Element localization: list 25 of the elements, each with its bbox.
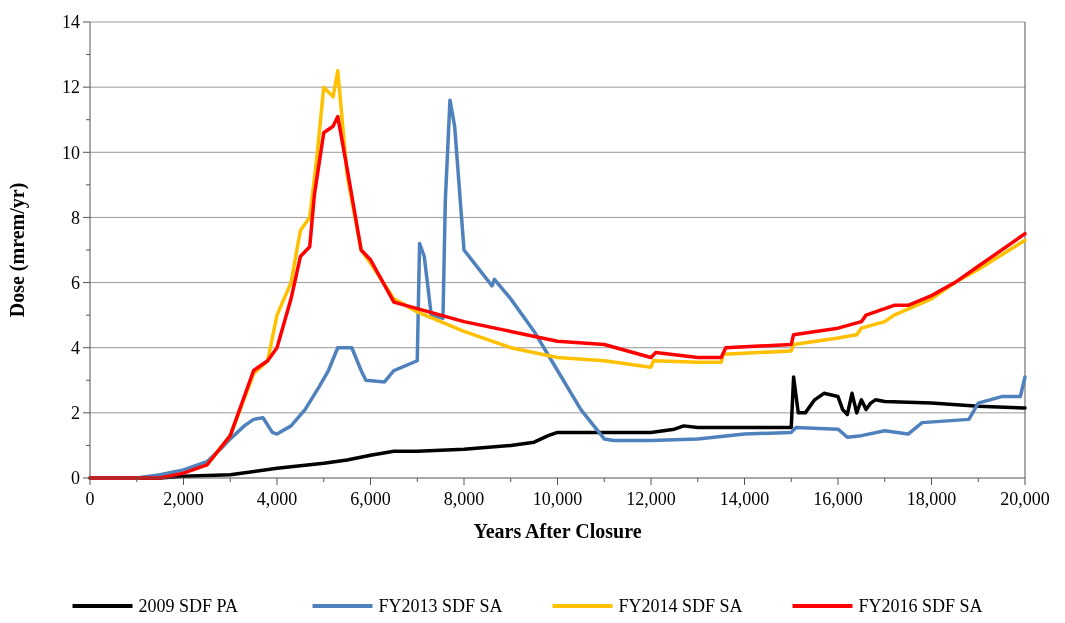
x-tick-label: 0 [85,489,95,509]
x-tick-label: 10,000 [532,489,583,509]
x-tick-label: 16,000 [813,489,863,509]
y-tick-label: 8 [71,207,80,228]
x-tick-label: 12,000 [626,489,676,509]
y-tick-label: 12 [62,77,80,98]
x-tick-label: 18,000 [906,489,957,509]
y-tick-label: 6 [71,272,80,293]
legend-label: 2009 SDF PA [138,596,238,617]
x-tick-label: 8,000 [443,489,485,509]
x-tick-label: 6,000 [350,489,391,509]
x-tick-label: 20,000 [1000,489,1050,509]
y-tick-label: 10 [62,142,80,163]
y-tick-label: 14 [62,12,80,33]
legend-label: FY2013 SDF SA [378,596,503,617]
x-tick-label: 14,000 [719,489,770,509]
y-tick-label: 4 [71,338,80,359]
y-tick-label: 0 [71,468,80,489]
legend-label: FY2016 SDF SA [858,596,983,617]
y-tick-label: 2 [71,403,80,424]
x-tick-label: 4,000 [256,489,298,509]
x-tick-label: 2,000 [163,489,204,509]
legend-label: FY2014 SDF SA [618,596,743,617]
y-axis-title: Dose (mrem/yr) [6,182,29,318]
x-axis-title: Years After Closure [473,520,642,542]
